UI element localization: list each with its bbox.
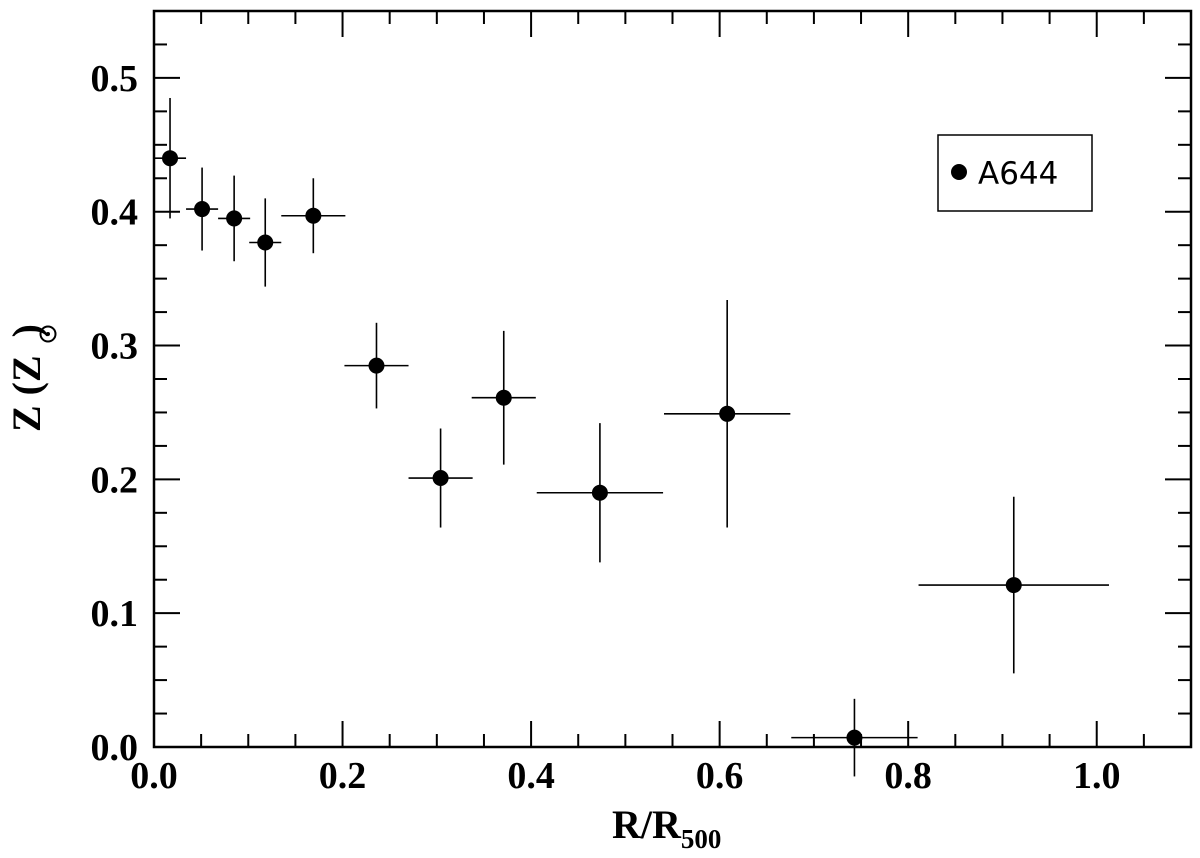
point-marker (1005, 577, 1022, 594)
y-tick-label: 0.4 (91, 192, 139, 234)
data-point (344, 322, 409, 409)
x-tick-label: 0.8 (884, 755, 932, 797)
y-tick-label: 0.2 (91, 459, 139, 501)
point-marker (591, 484, 608, 501)
x-tick-label: 0.4 (507, 755, 555, 797)
svg-text:Z (Z): Z (Z) (4, 324, 49, 432)
point-marker (495, 389, 512, 406)
point-marker (368, 357, 385, 374)
point-marker (226, 210, 243, 227)
data-point (249, 198, 282, 287)
sun-symbol-icon (39, 325, 57, 343)
point-marker (719, 405, 736, 422)
plot-frame (152, 9, 1193, 749)
data-point (471, 330, 536, 465)
y-tick-label: 0.1 (91, 593, 139, 635)
point-marker (432, 470, 449, 487)
data-point (664, 300, 791, 528)
legend-marker (951, 164, 967, 180)
point-marker (162, 150, 179, 167)
x-axis-label: R/R500 (612, 802, 721, 854)
data-point (536, 423, 664, 563)
y-tick-label: 0.0 (91, 727, 139, 769)
data-point (281, 178, 346, 254)
point-marker (194, 201, 211, 218)
legend-label: A644 (978, 156, 1058, 192)
x-tick-label: 1.0 (1073, 755, 1121, 797)
data-point (154, 97, 187, 219)
point-marker (257, 234, 274, 251)
x-tick-label: 0.6 (696, 755, 744, 797)
x-tick-label: 0.0 (130, 755, 178, 797)
x-axis-label-subscript: 500 (681, 824, 722, 854)
point-marker (846, 729, 863, 746)
y-axis-label: Z (Z) (4, 324, 57, 432)
legend: A644 (937, 134, 1093, 212)
y-tick-label: 0.3 (91, 326, 139, 368)
data-points (154, 97, 1109, 777)
x-tick-label: 0.2 (319, 755, 367, 797)
y-tick-labels: 0.0 0.1 0.2 0.3 0.4 0.5 (91, 58, 139, 769)
x-tick-labels: 0.0 0.2 0.4 0.6 0.8 1.0 (130, 755, 1120, 797)
axis-ticks (153, 10, 1192, 748)
y-tick-label: 0.5 (91, 58, 139, 100)
data-point (918, 496, 1109, 674)
data-point (186, 167, 219, 251)
point-marker (305, 207, 322, 224)
data-point (408, 428, 473, 528)
data-point (791, 698, 918, 777)
data-point (218, 175, 251, 262)
